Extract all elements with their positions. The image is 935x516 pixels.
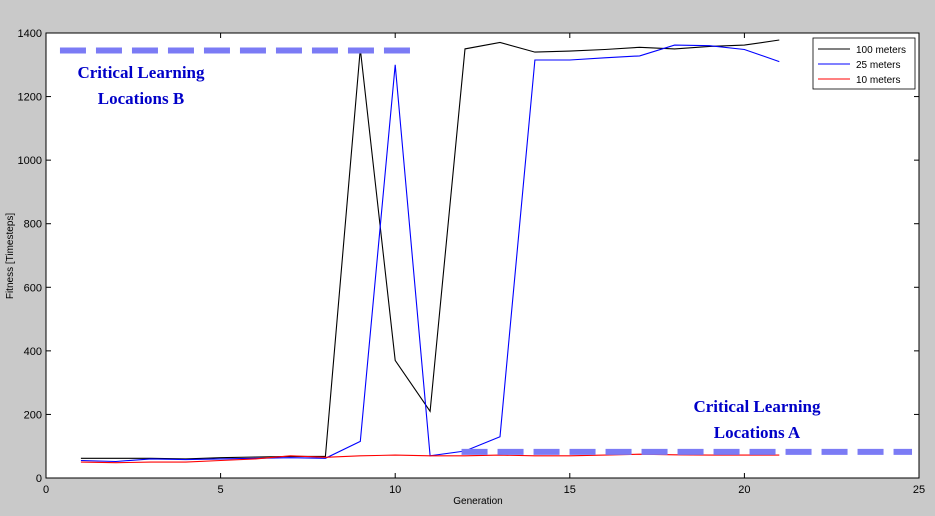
y-tick-label: 1400	[18, 28, 42, 40]
y-tick-label: 400	[24, 346, 42, 358]
legend-label-10m: 10 meters	[856, 75, 900, 86]
legend-label-100m: 100 meters	[856, 45, 906, 56]
y-tick-label: 800	[24, 219, 42, 231]
axes: 0 5 10 15 20 25 0 200 400 600 800 1000 1200 1400	[18, 28, 926, 496]
legend: 100 meters 25 meters 10 meters	[812, 37, 916, 90]
x-tick-label: 20	[738, 484, 750, 496]
x-tick-label: 15	[564, 484, 576, 496]
x-tick-label: 10	[389, 484, 401, 496]
x-tick-label: 5	[218, 484, 224, 496]
y-tick-label: 200	[24, 409, 42, 421]
y-tick-label: 1200	[18, 92, 42, 104]
y-tick-label: 600	[24, 282, 42, 294]
plot-area	[46, 33, 919, 478]
y-tick-label: 1000	[18, 155, 42, 167]
plot-frame	[45, 32, 920, 479]
annotation-b-line1: Critical Learning	[77, 63, 205, 82]
annotation-b-line2: Locations B	[98, 89, 184, 108]
critical-location-markers	[59, 47, 913, 455]
annotation-a-line2: Locations A	[714, 423, 801, 442]
y-tick-label: 0	[36, 473, 42, 485]
annotation-a-line1: Critical Learning	[693, 397, 821, 416]
y-axis-title: Fitness [Timesteps]	[5, 213, 16, 300]
x-tick-label: 0	[43, 484, 49, 496]
x-axis-title: Generation	[453, 496, 502, 507]
x-tick-label: 25	[913, 484, 925, 496]
legend-label-25m: 25 meters	[856, 60, 900, 71]
